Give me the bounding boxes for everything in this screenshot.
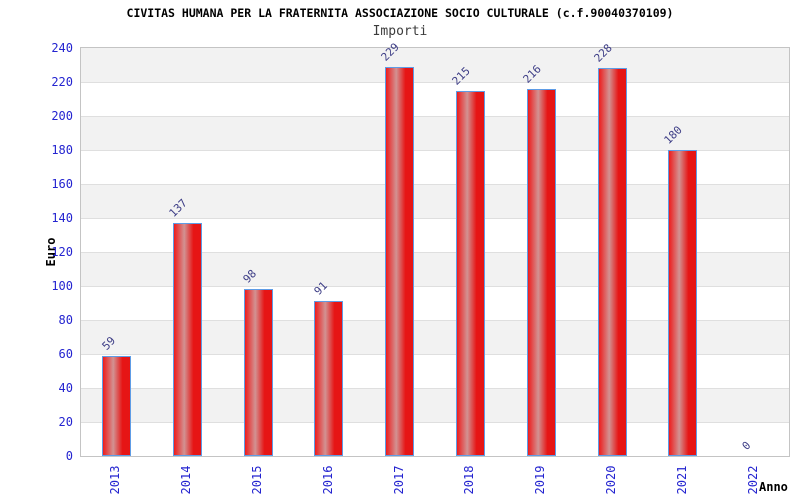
y-tick-label: 180 [51,143,73,157]
plot-band [81,116,789,150]
bar [314,301,344,456]
bar [455,90,485,456]
y-tick-label: 0 [65,449,73,463]
bar [597,68,627,456]
y-tick-label: 20 [58,415,73,429]
x-tick-label: 2014 [179,465,194,495]
x-tick-label: 2017 [391,465,406,495]
y-tick-label: 140 [51,211,73,225]
x-axis-label: Anno [759,480,788,494]
x-tick-label: 2016 [320,465,335,495]
x-tick-label: 2020 [604,465,618,495]
y-tick-label: 200 [51,109,73,123]
y-tick-label: 80 [58,313,73,327]
x-tick-label: 2018 [462,465,477,495]
y-tick-label: 100 [51,279,73,293]
bar [668,150,698,456]
x-tick-label: 2022 [745,465,760,495]
y-tick-label: 40 [58,381,73,395]
bar [101,355,131,456]
chart-title: CIVITAS HUMANA PER LA FRATERNITA ASSOCIA… [126,6,674,20]
y-tick-label: 240 [51,41,73,55]
plot-area: 59 137 98 91 229 215 216 228 180 0 [80,40,790,457]
bar [385,66,415,456]
bar [526,88,556,456]
plot-band [81,82,789,116]
y-tick-label: 160 [51,177,73,191]
x-tick-label: 2021 [674,465,689,495]
bar [243,289,273,456]
y-tick-label: 220 [51,75,73,89]
y-tick-label: 120 [51,245,73,259]
chart-subtitle: Importi [372,24,428,39]
x-tick-label: 2015 [250,465,264,495]
x-tick-label: 2013 [108,465,123,495]
x-tick-label: 2019 [533,465,548,495]
bar [172,223,202,456]
y-tick-label: 60 [58,347,73,361]
plot-band [81,48,789,82]
